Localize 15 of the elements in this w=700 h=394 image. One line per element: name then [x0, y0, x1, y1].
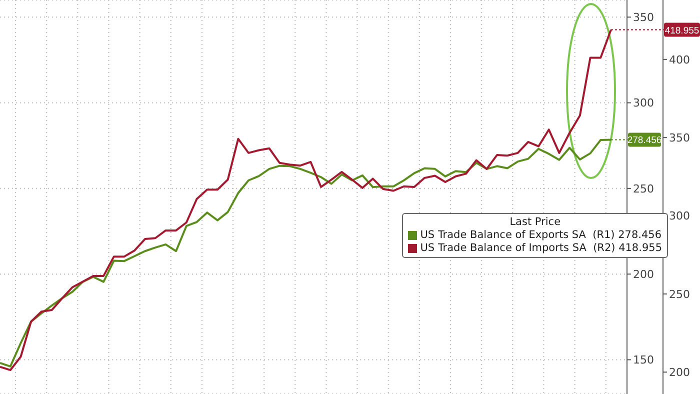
y2-tick-label: 250 [669, 288, 690, 301]
legend-title: Last Price [508, 216, 562, 229]
y2-tick-label: 300 [669, 210, 690, 223]
y-tick-label: 200 [633, 268, 654, 281]
legend-label: US Trade Balance of Exports SA (R1) 278.456 [420, 229, 662, 242]
y-tick-label: 150 [633, 354, 654, 367]
data-label: 278.456 [627, 135, 662, 146]
legend-label: US Trade Balance of Imports SA (R2) 418.955 [420, 242, 662, 255]
y2-tick-label: 350 [669, 131, 690, 144]
y-tick-label: 350 [633, 11, 654, 24]
y2-tick-label: 200 [669, 366, 690, 380]
data-label: 418.955 [664, 25, 700, 36]
y-tick-label: 250 [633, 182, 654, 196]
y2-tick-label: 400 [669, 53, 690, 66]
y-tick-label: 300 [633, 96, 654, 110]
